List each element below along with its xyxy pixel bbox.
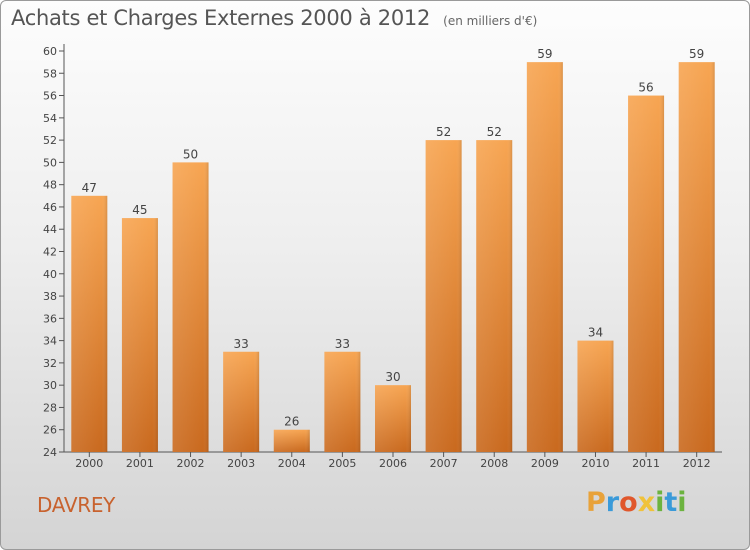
bar-shade — [71, 195, 108, 453]
bar-shade — [476, 140, 513, 452]
y-tick-label: 52 — [43, 134, 57, 147]
x-tick-label: 2007 — [430, 457, 458, 470]
chart-header: Achats et Charges Externes 2000 à 2012 (… — [11, 6, 537, 30]
chart-unit: (en milliers d'€) — [443, 14, 538, 28]
x-tick-label: 2012 — [683, 457, 711, 470]
y-tick-label: 44 — [43, 223, 57, 236]
y-tick-label: 38 — [43, 290, 57, 303]
y-tick-label: 36 — [43, 312, 57, 325]
data-label: 59 — [537, 47, 552, 61]
data-label: 33 — [234, 337, 249, 351]
data-label: 59 — [689, 47, 704, 61]
y-tick-label: 40 — [43, 268, 57, 281]
bar-shade — [425, 140, 462, 452]
bar-shade — [628, 95, 665, 453]
x-tick-label: 2001 — [126, 457, 154, 470]
x-tick-label: 2006 — [379, 457, 407, 470]
bar-shade — [172, 162, 209, 452]
y-tick-label: 42 — [43, 246, 57, 259]
proxiti-logo[interactable]: Proxiti — [586, 487, 687, 518]
y-tick-label: 24 — [43, 446, 57, 459]
chart-title: Achats et Charges Externes 2000 à 2012 — [11, 6, 431, 30]
y-tick-label: 54 — [43, 112, 57, 125]
data-label: 33 — [335, 337, 350, 351]
x-tick-label: 2005 — [328, 457, 356, 470]
x-tick-label: 2004 — [278, 457, 306, 470]
x-tick-label: 2003 — [227, 457, 255, 470]
y-tick-label: 56 — [43, 90, 57, 103]
y-tick-label: 60 — [43, 45, 57, 58]
data-label: 30 — [385, 370, 400, 384]
data-label: 34 — [588, 326, 603, 340]
y-tick-label: 30 — [43, 379, 57, 392]
data-label: 52 — [436, 125, 451, 139]
data-label: 50 — [183, 147, 198, 161]
y-tick-label: 26 — [43, 424, 57, 437]
data-label: 56 — [638, 81, 653, 95]
y-tick-label: 28 — [43, 401, 57, 414]
bar-shade — [577, 340, 614, 452]
y-tick-label: 46 — [43, 201, 57, 214]
data-label: 52 — [487, 125, 502, 139]
y-tick-label: 32 — [43, 357, 57, 370]
axes: 24 26 28 30 32 34 36 38 40 42 44 46 48 50 52 54 56 58 60 20… — [43, 44, 722, 470]
bar-shade — [223, 351, 260, 452]
y-tick-label: 48 — [43, 179, 57, 192]
data-label: 26 — [284, 415, 299, 429]
commune-name: DAVREY — [37, 493, 116, 517]
y-tick-label: 58 — [43, 67, 57, 80]
x-tick-label: 2002 — [177, 457, 205, 470]
bar-shade — [121, 218, 158, 452]
data-label: 47 — [82, 181, 97, 195]
bars — [71, 62, 715, 453]
y-tick-label: 50 — [43, 156, 57, 169]
bar-shade — [273, 429, 310, 452]
bar-shade — [375, 385, 411, 452]
bar-shade — [324, 351, 361, 452]
data-labels: 47 45 50 33 26 33 30 52 52 59 34 56 59 — [82, 47, 705, 429]
x-tick-label: 2009 — [531, 457, 559, 470]
bar-shade — [526, 62, 563, 453]
x-tick-label: 2000 — [75, 457, 103, 470]
x-tick-label: 2010 — [581, 457, 609, 470]
x-tick-label: 2011 — [632, 457, 660, 470]
data-label: 45 — [132, 203, 147, 217]
y-tick-label: 34 — [43, 335, 57, 348]
x-tick-label: 2008 — [480, 457, 508, 470]
bar-shade — [678, 62, 715, 453]
